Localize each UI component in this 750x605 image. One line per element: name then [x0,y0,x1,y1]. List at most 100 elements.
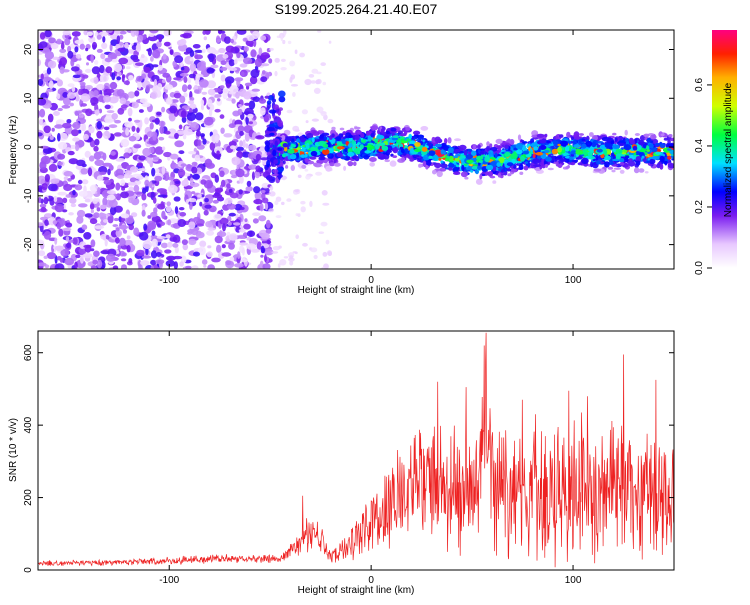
heatmap-cell [214,235,223,244]
heatmap-cell [172,243,179,248]
heatmap-cell [68,158,79,165]
heatmap-cell [233,222,241,226]
heatmap-cell [267,154,274,158]
heatmap-cell [264,254,267,263]
heatmap-cell [611,164,619,167]
heatmap-cell [392,155,398,159]
heatmap-cell [40,73,44,80]
heatmap-cell [659,163,664,170]
heatmap-cell [124,170,133,176]
heatmap-cell [202,30,207,35]
heatmap-cell [497,172,501,178]
heatmap-cell [115,182,121,191]
heatmap-cell [280,58,286,63]
heatmap-cell [310,247,318,253]
heatmap-cell [133,227,140,236]
heatmap-cell [188,198,197,203]
heatmap-cell [398,139,402,146]
heatmap-cell [234,263,244,268]
heatmap-cell [570,153,575,157]
heatmap-cell [75,159,86,166]
heatmap-cell [292,251,297,254]
heatmap-cell [614,137,618,142]
heatmap-cell [157,188,167,193]
heatmap-cell [333,162,341,167]
heatmap-cell [160,242,168,249]
heatmap-cell [646,160,650,164]
heatmap-cell [48,183,58,192]
heatmap-cell [260,52,270,60]
heatmap-cell [148,180,153,189]
heatmap-cell [39,41,48,48]
heatmap-cell [102,130,111,140]
heatmap-cell [102,36,106,43]
heatmap-cell [463,149,468,156]
heatmap-cell [260,245,265,254]
heatmap-cell [310,150,318,157]
heatmap-cell [178,124,183,130]
heatmap-cell [239,63,248,68]
heatmap-cell [174,180,181,185]
heatmap-cell [444,158,449,162]
heatmap-cell [65,194,72,198]
heatmap-cell [321,190,328,196]
heatmap-cell [646,149,650,152]
heatmap-cell [477,144,481,150]
heatmap-cell [115,237,120,244]
heatmap-cell [78,247,86,255]
heatmap-cell [53,195,58,203]
heatmap-cell [557,143,561,147]
heatmap-cell [86,31,93,36]
heatmap-cell [667,140,671,144]
heatmap-cell [611,169,616,173]
heatmap-cell [181,84,188,93]
heatmap-cell [552,140,559,145]
heatmap-cell [447,147,454,154]
heatmap-cell [269,139,273,144]
heatmap-cell [492,180,497,184]
heatmap-cell [239,207,245,210]
heatmap-cell [161,106,166,113]
heatmap-cell [127,91,136,99]
heatmap-cell [191,166,198,174]
heatmap-cell [476,155,484,160]
heatmap-cell [67,83,75,88]
heatmap-cell [43,125,51,134]
heatmap-cell [38,222,45,227]
heatmap-cell [115,158,125,162]
heatmap-cell [582,149,588,156]
heatmap-cell [300,206,306,213]
heatmap-cell [136,75,143,82]
heatmap-cell [201,259,208,265]
heatmap-cell [228,212,236,217]
heatmap-cell [38,196,42,203]
heatmap-cell [188,151,197,155]
heatmap-cell [519,171,524,175]
heatmap-cell [163,93,168,98]
heatmap-cell [506,168,512,172]
heatmap-cell [51,244,55,254]
heatmap-cell [123,80,130,85]
heatmap-cell [152,156,160,161]
heatmap-cell [434,136,441,143]
heatmap-cell [212,135,216,144]
heatmap-cell [212,129,218,135]
heatmap-cell [532,158,540,165]
heatmap-cell [210,64,219,69]
heatmap-cell [471,150,477,157]
heatmap-cell [203,36,207,41]
heatmap-cell [619,169,625,174]
heatmap-cell [189,57,194,62]
heatmap-cell [279,259,287,266]
heatmap-cell [312,131,320,136]
heatmap-cell [68,212,74,216]
heatmap-cell [188,73,197,79]
heatmap-cell [282,39,286,45]
heatmap-cell [432,169,437,175]
heatmap-cell [90,97,99,105]
heatmap-cell [196,61,206,71]
heatmap-cell [219,85,225,89]
heatmap-cell [120,213,130,219]
heatmap-cell [241,71,245,77]
heatmap-cell [104,57,113,63]
